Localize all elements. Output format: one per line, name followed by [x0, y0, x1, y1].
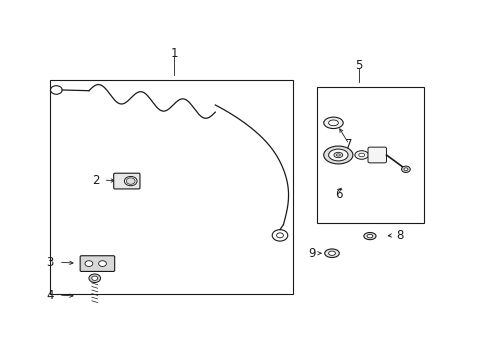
Text: 6: 6: [335, 188, 343, 201]
Ellipse shape: [328, 149, 347, 161]
Ellipse shape: [328, 120, 338, 126]
Text: 3: 3: [46, 256, 54, 269]
Circle shape: [99, 261, 106, 266]
FancyBboxPatch shape: [114, 173, 140, 189]
Text: 9: 9: [307, 247, 315, 260]
Ellipse shape: [333, 152, 342, 158]
Circle shape: [124, 176, 137, 186]
Ellipse shape: [323, 117, 343, 129]
FancyBboxPatch shape: [367, 147, 386, 163]
FancyBboxPatch shape: [80, 256, 115, 271]
Circle shape: [126, 178, 135, 184]
Circle shape: [89, 274, 101, 283]
Ellipse shape: [366, 234, 372, 238]
Text: 8: 8: [396, 229, 403, 242]
Ellipse shape: [336, 154, 340, 156]
Circle shape: [401, 166, 409, 172]
Circle shape: [403, 168, 407, 171]
Ellipse shape: [324, 249, 339, 257]
Text: 1: 1: [170, 47, 177, 60]
Ellipse shape: [323, 146, 352, 164]
Text: 4: 4: [46, 288, 54, 302]
Text: 5: 5: [354, 59, 362, 72]
Ellipse shape: [363, 233, 375, 240]
Circle shape: [85, 261, 93, 266]
Circle shape: [92, 276, 98, 280]
Ellipse shape: [354, 151, 368, 159]
Bar: [50, 80, 292, 294]
Bar: [317, 87, 424, 223]
Ellipse shape: [358, 153, 364, 157]
Ellipse shape: [328, 251, 335, 255]
Text: 2: 2: [92, 174, 100, 186]
Text: 7: 7: [345, 138, 352, 151]
